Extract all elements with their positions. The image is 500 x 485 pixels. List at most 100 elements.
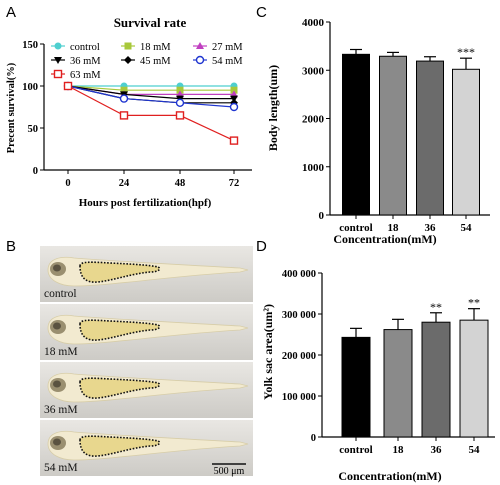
yolk-sac-x-tick-label: 54 <box>469 444 481 456</box>
data-point-18-mm <box>230 86 238 94</box>
body-length-x-tick-label: 18 <box>388 222 400 234</box>
legend-item-27-mm: 27 mM <box>193 42 243 53</box>
data-point-18-mm <box>176 86 184 94</box>
body-length-y-tick-label: 4000 <box>302 17 325 29</box>
yolk-sac-chart: 0 100 000 200 000 300 000 400 000 control 18 36… <box>261 269 495 483</box>
larva-image-36-mm: 36 mM <box>40 362 253 418</box>
body-length-x-tick-label: control <box>339 222 372 234</box>
legend-marker <box>196 42 204 49</box>
legend-label: 18 mM <box>140 42 171 53</box>
legend-item-63-mm: 63 mM <box>51 69 101 81</box>
data-point-54-mm <box>175 98 185 108</box>
legend-label: 54 mM <box>212 56 243 67</box>
survival-y-tick-label: 100 <box>22 82 38 93</box>
data-point-18-mm <box>120 86 128 94</box>
survival-y-tick-label: 50 <box>28 124 39 135</box>
yolk-sac-y-tick-label: 100 000 <box>282 392 316 403</box>
survival-x-tick-label: 48 <box>175 178 186 189</box>
yolk-sac-y-axis-label: Yolk sac area(um²) <box>261 304 275 400</box>
body-length-bar-54 <box>452 68 480 216</box>
survival-y-tick-label: 150 <box>22 40 38 51</box>
body-length-bar-control <box>342 53 370 216</box>
yolk-sac-outline <box>79 319 161 341</box>
yolk-sac-y-tick-label: 400 000 <box>282 269 316 280</box>
larva-image-label: 18 mM <box>44 346 78 358</box>
legend-item-54-mm: 54 mM <box>193 55 243 67</box>
survival-x-axis-label: Hours post fertilization(hpf) <box>79 197 212 209</box>
larva-image-control: control <box>40 246 253 302</box>
yolk-sac-bar-36 <box>421 321 451 438</box>
series-line-54-mm <box>67 85 235 108</box>
legend-marker <box>124 56 132 64</box>
legend-label: 63 mM <box>70 70 101 81</box>
legend-marker <box>54 42 62 50</box>
legend-label: 36 mM <box>70 56 101 67</box>
survival-chart-title: Survival rate <box>114 15 187 30</box>
larva-pupil <box>53 380 61 388</box>
data-point-63-mm <box>229 136 239 145</box>
yolk-sac-y-tick-label: 0 <box>311 433 316 444</box>
data-point-63-mm <box>119 111 129 120</box>
data-point-54-mm <box>229 102 239 112</box>
legend-label: 45 mM <box>140 56 171 67</box>
panel-letter-b: B <box>6 238 16 255</box>
series-line-63-mm <box>67 85 235 142</box>
yolk-sac-x-tick-label: control <box>339 444 372 456</box>
scale-bar: 500 μm <box>212 463 246 477</box>
legend-item-control: control <box>51 42 100 53</box>
legend-label: 27 mM <box>212 42 243 53</box>
yolk-sac-significance-54: ** <box>468 296 480 310</box>
legend-marker <box>195 55 205 65</box>
yolk-sac-bar-18 <box>383 329 413 438</box>
yolk-sac-outline <box>79 435 161 457</box>
legend-item-45-mm: 45 mM <box>121 56 171 67</box>
data-point-63-mm <box>175 111 185 120</box>
yolk-sac-y-tick-label: 200 000 <box>282 351 316 362</box>
body-length-y-tick-label: 2000 <box>302 114 325 126</box>
body-length-y-tick-label: 3000 <box>302 65 325 77</box>
larva-pupil <box>53 264 61 272</box>
body-length-significance-54: *** <box>457 45 475 59</box>
series-control <box>64 82 238 90</box>
survival-y-tick-label: 0 <box>33 166 38 177</box>
larva-image-18-mm: 18 mM <box>40 304 253 360</box>
panel-letter-a: A <box>6 4 16 21</box>
body-length-bar-18 <box>379 55 407 216</box>
series-line-36-mm <box>67 85 234 100</box>
legend-marker <box>54 57 62 64</box>
body-length-y-tick-label: 0 <box>319 210 325 222</box>
yolk-sac-outline <box>79 377 161 399</box>
body-length-y-axis-label: Body length(um) <box>266 65 280 151</box>
survival-x-tick-label: 72 <box>229 178 240 189</box>
larva-image-label: control <box>44 288 77 300</box>
legend-marker <box>53 69 63 79</box>
larva-image-label: 36 mM <box>44 404 78 416</box>
series-63-mm <box>63 81 239 145</box>
larva-pupil <box>53 438 61 446</box>
survival-x-tick-label: 0 <box>65 178 70 189</box>
yolk-sac-bar-control <box>341 336 371 438</box>
legend-marker <box>124 42 132 50</box>
larva-image-54-mm: 54 mM <box>40 420 253 476</box>
survival-y-axis-label: Precent survival(%) <box>6 62 17 153</box>
survival-legend: control 18 mM 27 mM 36 mM 45 mM 54 mM 63 mM <box>51 42 243 81</box>
body-length-chart: 0 1000 2000 3000 4000 control 18 36 54 *** Conce… <box>266 17 490 246</box>
body-length-x-tick-label: 54 <box>461 222 473 234</box>
data-point-63-mm <box>63 81 73 91</box>
larva-pupil <box>53 322 61 330</box>
larva-image-label: 54 mM <box>44 462 78 474</box>
yolk-sac-x-tick-label: 18 <box>393 444 405 456</box>
legend-item-18-mm: 18 mM <box>121 42 171 53</box>
body-length-bar-36 <box>416 60 444 216</box>
series-18-mm <box>64 82 238 94</box>
legend-label: control <box>70 42 100 53</box>
panel-letter-d: D <box>256 238 267 255</box>
legend-item-36-mm: 36 mM <box>51 56 101 67</box>
yolk-sac-significance-36: ** <box>430 300 442 314</box>
yolk-sac-x-axis-label: Concentration(mM) <box>338 469 441 483</box>
larvae-images: control 18 mM 36 mM 54 mM 500 μm <box>40 246 253 477</box>
survival-x-tick-label: 24 <box>119 178 130 189</box>
body-length-x-axis-label: Concentration(mM) <box>333 232 436 246</box>
body-length-y-tick-label: 1000 <box>302 162 325 174</box>
yolk-sac-bar-54 <box>459 319 489 438</box>
